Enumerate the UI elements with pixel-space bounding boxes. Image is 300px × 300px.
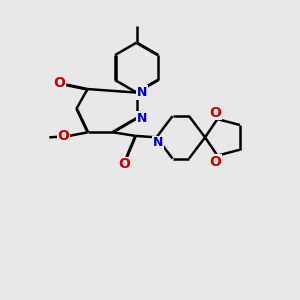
Text: O: O	[209, 155, 221, 169]
Text: O: O	[118, 158, 130, 171]
Text: N: N	[153, 136, 163, 149]
Text: N: N	[137, 112, 147, 125]
Text: O: O	[58, 130, 69, 143]
Text: O: O	[53, 76, 65, 90]
Text: O: O	[209, 106, 221, 120]
Text: N: N	[137, 86, 147, 99]
